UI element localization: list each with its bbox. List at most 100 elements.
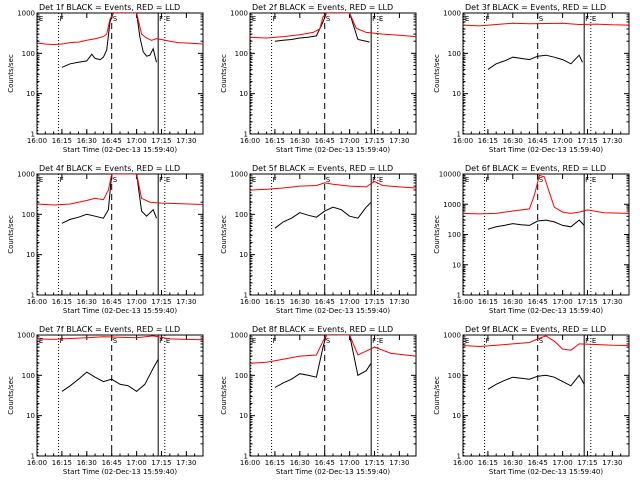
y-tick-label: 10	[239, 251, 248, 259]
y-axis-label: Counts/sec	[433, 376, 441, 415]
x-axis-label: Start Time (02-Dec-13 15:59:40)	[489, 468, 603, 476]
x-tick-label: 16:00	[240, 459, 260, 467]
panel-7: Det 7f BLACK = Events, RED = LLD Counts/s…	[7, 325, 204, 476]
x-tick-label: 16:30	[290, 137, 310, 145]
series-events	[61, 174, 157, 224]
y-tick-label: 1000	[443, 10, 461, 18]
x-tick-label: 17:15	[151, 459, 171, 467]
event-marker-label: F	[585, 337, 589, 345]
y-tick-label: 10	[452, 261, 461, 269]
y-tick-label: 1	[457, 131, 461, 139]
y-tick-label: 1000	[17, 10, 35, 18]
event-marker-label: S	[326, 15, 331, 23]
x-axis-label: Start Time (02-Dec-13 15:59:40)	[276, 146, 390, 154]
chart-title: Det 2f BLACK = Events, RED = LLD	[252, 3, 393, 12]
x-tick-label: 16:00	[453, 137, 473, 145]
event-marker-label: S	[539, 15, 544, 23]
y-tick-label: 10	[26, 412, 35, 420]
x-tick-label: 16:30	[503, 459, 523, 467]
y-axis-label: Counts/sec	[220, 215, 228, 254]
y-tick-label: 1000	[17, 171, 35, 179]
y-tick-label: 1	[31, 131, 35, 139]
event-marker-label: E	[39, 337, 43, 345]
x-tick-label: 16:15	[52, 137, 72, 145]
event-marker-label: E	[252, 337, 256, 345]
x-tick-label: 16:00	[27, 459, 47, 467]
x-axis-label: Start Time (02-Dec-13 15:59:40)	[276, 468, 390, 476]
x-tick-label: 17:30	[389, 459, 409, 467]
event-marker-label: F	[372, 15, 376, 23]
plot-frame	[462, 12, 630, 135]
x-tick-label: 16:00	[27, 137, 47, 145]
y-axis-label: Counts/sec	[220, 376, 228, 415]
x-tick-label: 16:45	[102, 459, 122, 467]
x-tick-label: 17:00	[127, 298, 147, 306]
y-tick-label: 1	[457, 453, 461, 461]
event-marker-label: F	[486, 176, 490, 184]
event-marker-label: F	[60, 337, 64, 345]
event-marker-label: E	[379, 337, 383, 345]
x-axis-label: Start Time (02-Dec-13 15:59:40)	[63, 307, 177, 315]
series-events	[274, 335, 372, 388]
x-axis-label: Start Time (02-Dec-13 15:59:40)	[489, 146, 603, 154]
y-tick-label: 100	[235, 372, 248, 380]
y-tick-label: 1000	[17, 332, 35, 340]
x-tick-label: 17:15	[577, 137, 597, 145]
event-marker-label: E	[166, 176, 170, 184]
y-axis-label: Counts/sec	[7, 376, 15, 415]
y-tick-label: 1	[244, 131, 248, 139]
event-marker-label: E	[39, 15, 43, 23]
event-marker-label: E	[379, 176, 383, 184]
panel-9: Det 9f BLACK = Events, RED = LLD Counts/s…	[433, 325, 630, 476]
series-events	[274, 201, 372, 229]
x-tick-label: 16:00	[453, 298, 473, 306]
chart-title: Det 4f BLACK = Events, RED = LLD	[39, 164, 180, 173]
series-events	[61, 359, 159, 393]
event-marker-label: E	[465, 15, 469, 23]
plot-frame	[462, 173, 630, 296]
x-tick-label: 17:15	[151, 137, 171, 145]
x-tick-label: 16:15	[265, 298, 285, 306]
event-marker-label: F	[486, 337, 490, 345]
y-axis-label: Counts/sec	[433, 215, 441, 254]
x-tick-label: 16:30	[503, 298, 523, 306]
y-axis-label: Counts/sec	[220, 54, 228, 93]
panel-4: Det 4f BLACK = Events, RED = LLD Counts/s…	[7, 164, 204, 315]
x-axis-label: Start Time (02-Dec-13 15:59:40)	[63, 146, 177, 154]
x-tick-label: 16:45	[315, 137, 335, 145]
event-marker-label: E	[592, 15, 596, 23]
y-tick-label: 10	[26, 90, 35, 98]
panel-5: Det 5f BLACK = Events, RED = LLD Counts/s…	[220, 164, 417, 315]
event-marker-label: F	[273, 337, 277, 345]
event-marker-label: S	[539, 337, 544, 345]
chart-title: Det 6f BLACK = Events, RED = LLD	[465, 164, 606, 173]
series-lld	[250, 180, 416, 191]
plot-frame	[36, 334, 204, 457]
series-lld	[37, 335, 203, 341]
chart-title: Det 1f BLACK = Events, RED = LLD	[39, 3, 180, 12]
y-tick-label: 1000	[443, 201, 461, 209]
series-lld	[250, 13, 416, 39]
x-tick-label: 16:30	[77, 137, 97, 145]
event-marker-label: E	[465, 337, 469, 345]
x-tick-label: 16:30	[290, 298, 310, 306]
event-marker-label: F	[159, 337, 163, 345]
x-tick-label: 16:15	[52, 298, 72, 306]
y-tick-label: 1000	[443, 332, 461, 340]
y-tick-label: 100	[448, 231, 461, 239]
x-tick-label: 17:30	[176, 137, 196, 145]
y-tick-label: 100	[448, 372, 461, 380]
x-tick-label: 16:30	[77, 298, 97, 306]
x-tick-label: 17:15	[577, 459, 597, 467]
event-marker-label: S	[113, 15, 118, 23]
event-marker-label: S	[326, 337, 331, 345]
x-tick-label: 17:00	[553, 298, 573, 306]
event-marker-label: E	[166, 15, 170, 23]
x-tick-label: 16:45	[102, 137, 122, 145]
x-tick-label: 17:15	[577, 298, 597, 306]
y-tick-label: 10	[26, 251, 35, 259]
y-tick-label: 100	[235, 211, 248, 219]
y-tick-label: 1	[244, 453, 248, 461]
series-lld	[463, 335, 629, 351]
chart-title: Det 3f BLACK = Events, RED = LLD	[465, 3, 606, 12]
